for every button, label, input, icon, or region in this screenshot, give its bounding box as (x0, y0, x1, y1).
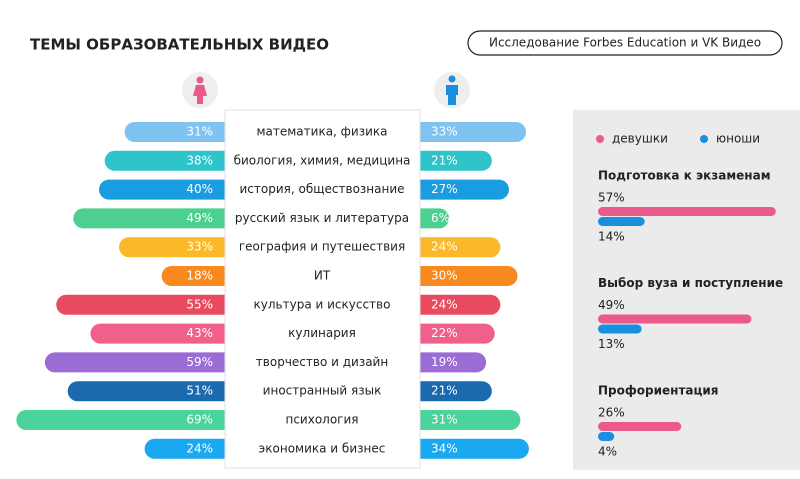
value-label: 26% (598, 406, 625, 420)
female-icon (182, 72, 218, 108)
right-value-label: 21% (431, 153, 458, 167)
right-value-label: 24% (431, 240, 458, 254)
value-label: 14% (598, 230, 625, 244)
source: Исследование Forbes Education и VK Видео (489, 36, 761, 50)
right-bar (400, 179, 509, 200)
left-bar (73, 208, 245, 229)
category-label: иностранный язык (263, 384, 382, 398)
right-value-label: 6% (431, 211, 450, 225)
bar (598, 217, 645, 226)
left-value-label: 43% (186, 326, 213, 340)
bars (16, 122, 529, 459)
left-value-label: 51% (186, 384, 213, 398)
title: ТЕМЫ ОБРАЗОВАТЕЛЬНЫХ ВИДЕО (30, 36, 329, 54)
left-bar (44, 352, 245, 373)
left-bar (161, 266, 245, 286)
right-bar (400, 266, 518, 286)
legend-label: девушки (612, 132, 668, 146)
right-value-label: 31% (431, 413, 458, 427)
left-value-label: 18% (186, 269, 213, 283)
category-label: творчество и дизайн (256, 355, 388, 369)
right-bar (400, 381, 492, 402)
left-bar (144, 438, 245, 459)
legend-dot (700, 135, 708, 143)
category-label: экономика и бизнес (259, 441, 386, 455)
right-value-label: 21% (431, 384, 458, 398)
bar (598, 207, 776, 216)
category-label: история, обществознание (239, 182, 404, 196)
left-value-label: 55% (186, 297, 213, 311)
bar (598, 314, 752, 324)
category-label: география и путешествия (239, 240, 405, 254)
right-value-label: 27% (431, 182, 458, 196)
left-value-label: 33% (186, 240, 213, 254)
category-label: математика, физика (256, 125, 387, 139)
left-bar (118, 237, 245, 258)
left-bar (104, 150, 245, 171)
left-bar (56, 294, 245, 315)
right-bar (400, 352, 487, 373)
source-box (467, 30, 783, 56)
legend-label: юноши (716, 132, 760, 146)
group-title: Подготовка к экзаменам (598, 169, 771, 183)
bar (598, 422, 682, 431)
category-label: культура и искусство (254, 297, 391, 311)
category-label: русский язык и литература (235, 211, 409, 225)
bar (598, 324, 642, 334)
right-bar (400, 122, 527, 142)
right-bar (400, 150, 492, 171)
male-icon (434, 72, 470, 108)
left-bar (16, 410, 245, 430)
right-bar (400, 438, 529, 459)
side-panel (573, 110, 800, 470)
right-value-label: 33% (431, 125, 458, 139)
right-value-label: 34% (431, 441, 458, 455)
value-label: 57% (598, 191, 625, 205)
group-title: Выбор вуза и поступление (598, 276, 783, 290)
category-panel (224, 109, 421, 469)
bar (598, 432, 615, 441)
right-bar (400, 294, 501, 315)
left-value-label: 31% (186, 125, 213, 139)
right-value-label: 30% (431, 269, 458, 283)
left-value-label: 24% (186, 441, 213, 455)
left-bar (124, 122, 245, 142)
left-bar (67, 381, 246, 402)
left-value-label: 49% (186, 211, 213, 225)
category-label: ИТ (314, 269, 331, 283)
category-label: кулинария (288, 326, 356, 340)
right-value-label: 22% (431, 326, 458, 340)
right-value-label: 19% (431, 355, 458, 369)
right-bar (400, 237, 501, 258)
left-value-label: 38% (186, 153, 213, 167)
left-value-label: 69% (186, 413, 213, 427)
right-bar (400, 410, 521, 430)
left-value-label: 59% (186, 355, 213, 369)
category-label: биология, химия, медицина (234, 153, 411, 167)
right-bar (400, 323, 495, 344)
left-value-label: 40% (186, 182, 213, 196)
group-title: Профориентация (598, 384, 719, 398)
value-label: 13% (598, 337, 625, 351)
legend-dot (596, 135, 604, 143)
left-bar (99, 179, 245, 200)
value-label: 4% (598, 445, 617, 459)
value-label: 49% (598, 298, 625, 312)
category-label: психология (285, 413, 358, 427)
left-bar (90, 323, 245, 344)
right-value-label: 24% (431, 297, 458, 311)
